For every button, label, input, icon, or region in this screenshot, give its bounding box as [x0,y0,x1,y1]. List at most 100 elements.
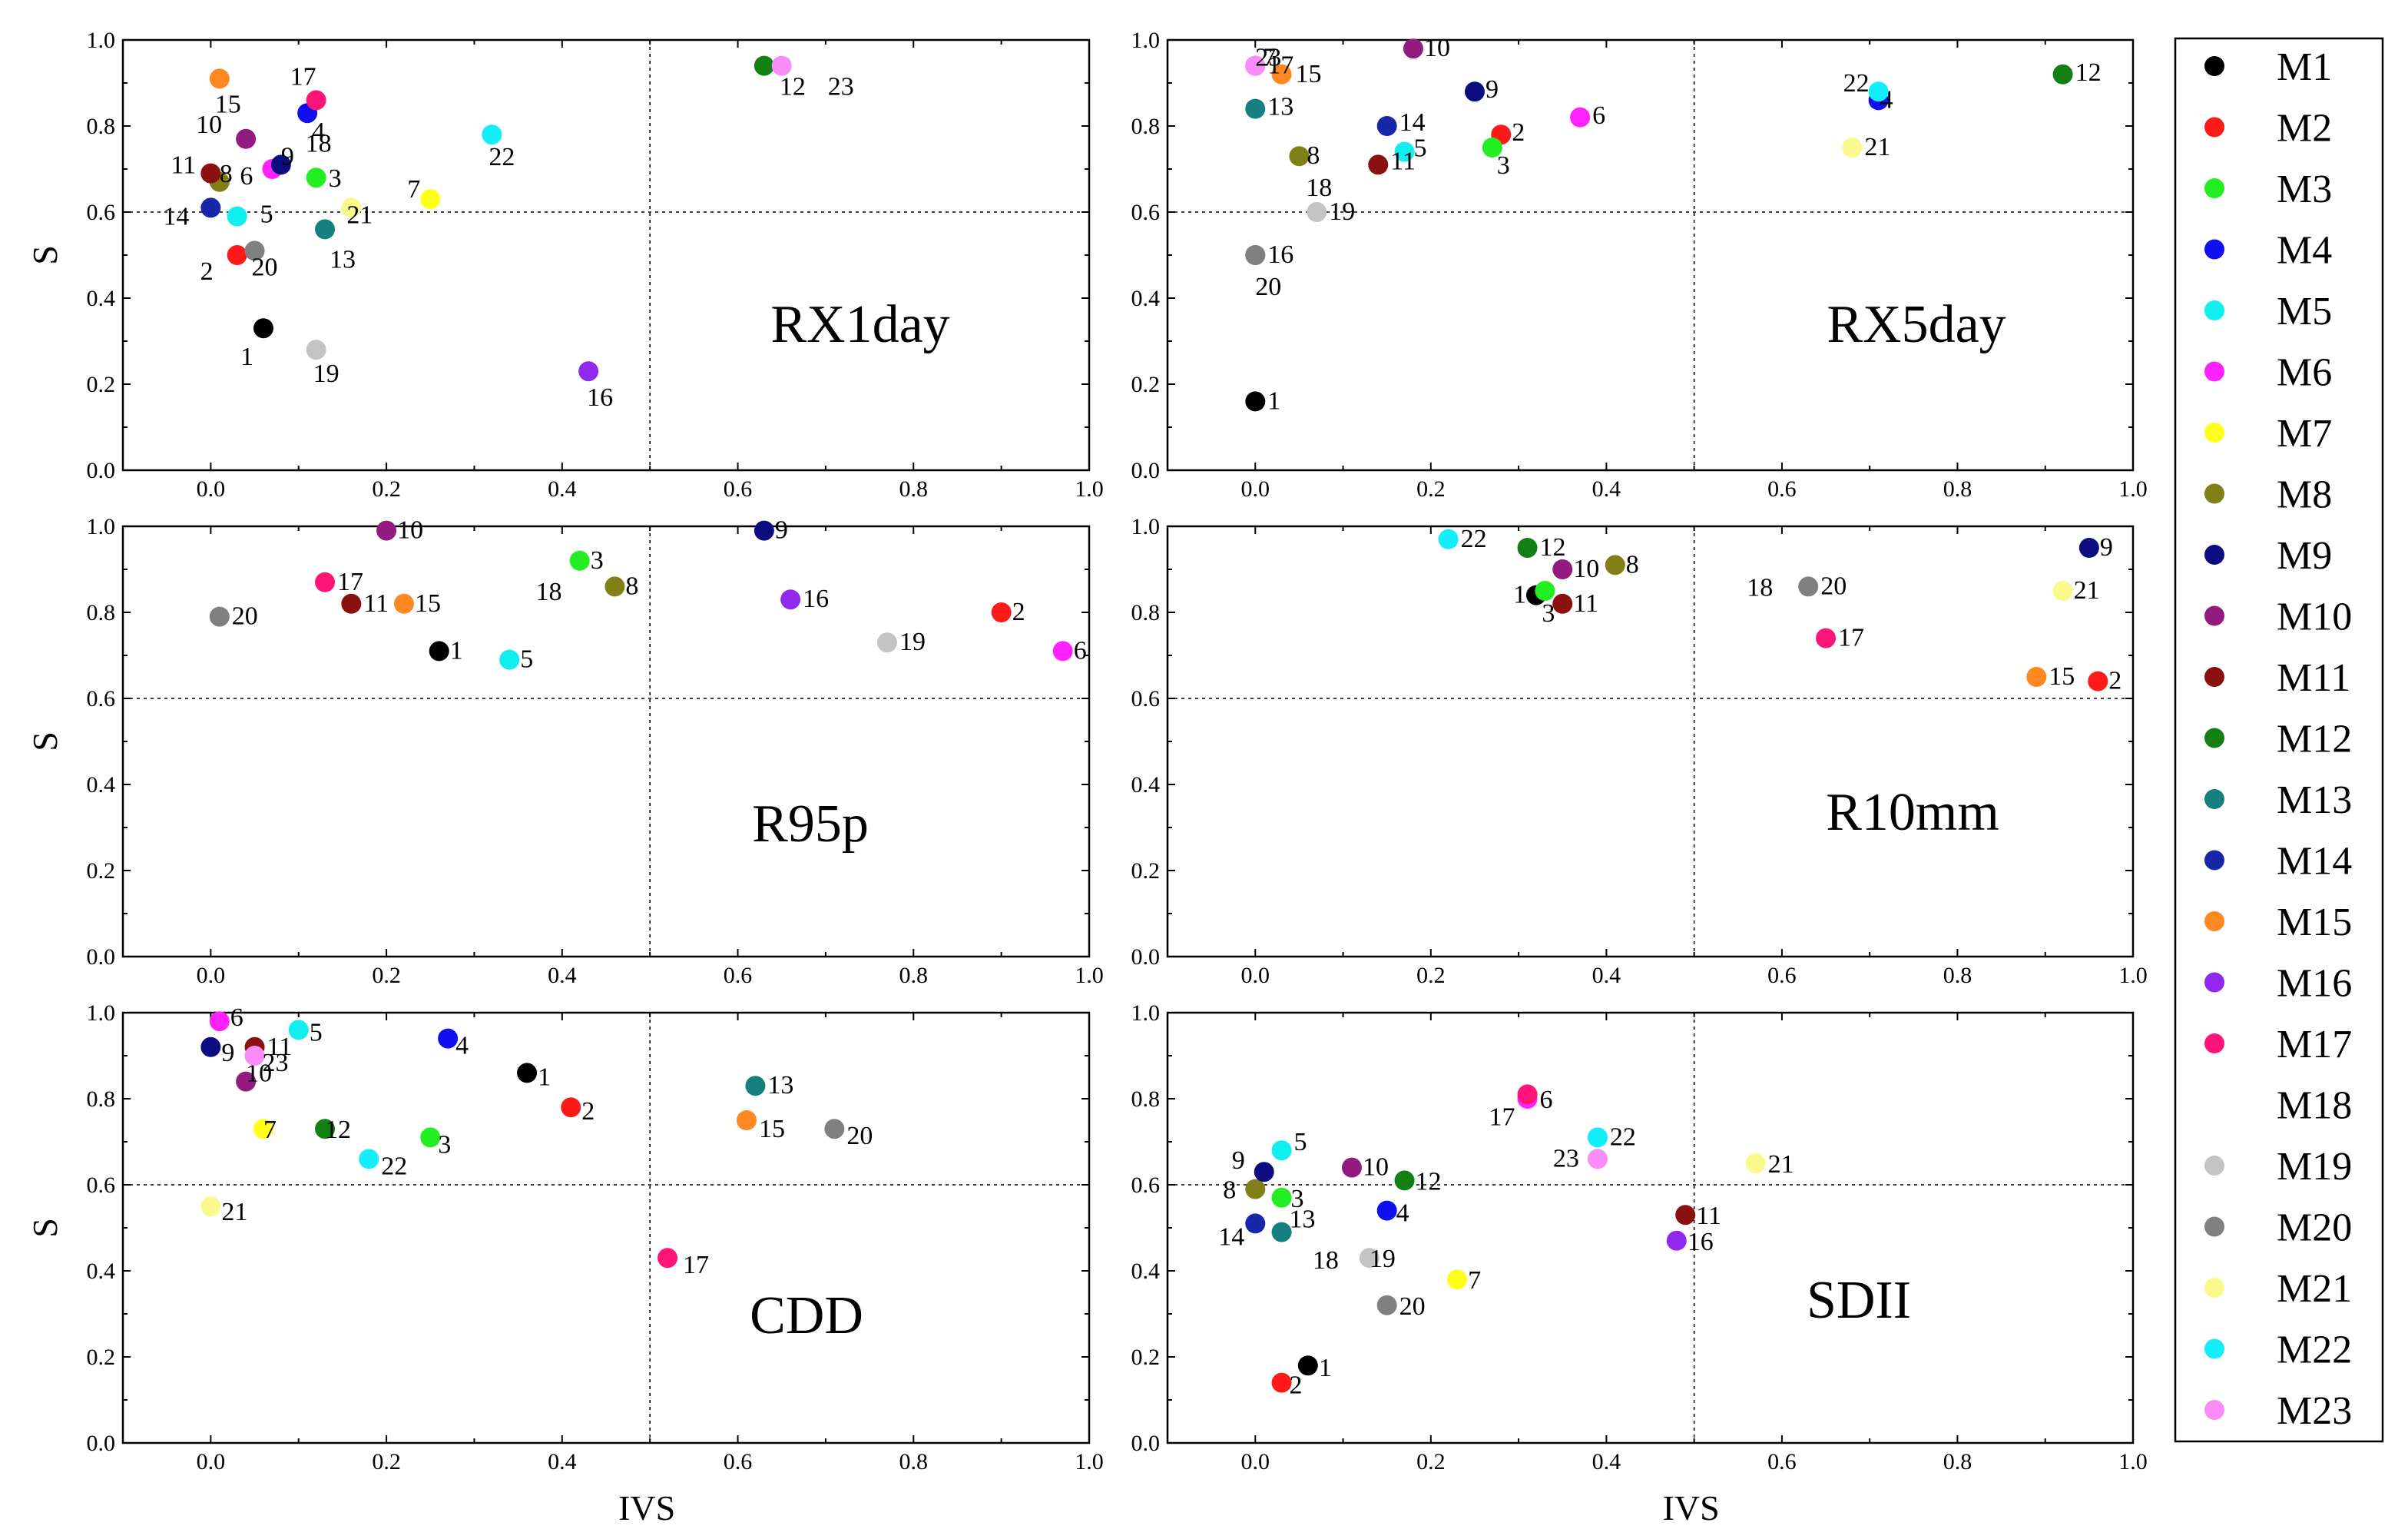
data-point-m19 [306,340,326,360]
data-point-m3 [1271,1187,1292,1208]
legend-label: M15 [2277,900,2352,944]
legend-frame [2174,37,2384,1443]
data-point-m10 [1403,38,1423,59]
data-point-m8 [1605,555,1625,575]
legend-label: M19 [2277,1145,2352,1189]
legend-marker-m4 [2204,239,2224,260]
data-point-m4 [1376,1200,1397,1221]
point-label: 13 [1267,93,1293,121]
data-point-m3 [569,550,590,571]
point-label: 2 [1012,598,1025,626]
legend-label: M3 [2277,167,2332,211]
point-label: 19 [1329,197,1355,226]
point-label: 21 [1864,133,1890,161]
x-tick-label: 0.4 [1592,1449,1621,1474]
point-label: 1 [1319,1354,1332,1382]
data-point-m21 [341,197,362,218]
point-label: 22 [1610,1123,1636,1151]
data-point-m11 [1368,154,1389,175]
point-label: 8 [220,160,233,188]
data-point-m1 [429,641,449,662]
y-tick-label: 0.2 [1131,1345,1161,1370]
point-label: 23 [1255,44,1281,72]
point-label: 23 [263,1049,289,1077]
legend-label: M2 [2277,107,2332,151]
data-point-m13 [315,219,336,240]
x-tick-label: 0.8 [899,1449,929,1474]
data-point-m9 [270,154,291,175]
y-tick-label: 0.4 [1131,772,1161,798]
x-tick-label: 0.8 [1943,1449,1972,1474]
data-point-m23 [1245,55,1266,76]
panel-sdii: 0.0 0.2 0.4 0.6 0.8 1.0 0.0 0.2 0.4 0.6 0.8 1.0 IVS S… [1131,1000,2148,1527]
legend-label: M7 [2277,412,2332,456]
y-tick-label: 0.8 [87,114,116,139]
legend-marker-m22 [2204,1338,2224,1359]
y-tick-label: 0.2 [87,372,116,397]
data-point-m17 [315,572,336,592]
legend-marker-m14 [2204,850,2224,871]
y-tick-label: 0.2 [87,1345,116,1370]
legend-marker-m23 [2204,1400,2224,1420]
legend-marker-m15 [2204,911,2224,931]
point-label: 8 [1223,1176,1236,1205]
point-label: 15 [1296,60,1322,88]
y-tick-label: 0.2 [1131,372,1161,397]
point-label: 23 [828,73,854,101]
legend-marker-m17 [2204,1033,2224,1053]
data-point-m9 [2078,538,2099,558]
legend-marker-m9 [2204,545,2224,565]
y-tick-label: 0.6 [87,200,116,225]
point-label: 9 [281,142,294,171]
x-tick-label: 0.6 [1767,476,1797,502]
x-tick-label: 0.6 [724,1449,753,1474]
data-point-m20 [824,1119,845,1139]
x-tick-label: 0.0 [1241,963,1270,988]
x-tick-label: 0.0 [1241,1449,1270,1474]
data-point-m3 [420,1127,441,1148]
y-tick-label: 0.0 [87,944,116,970]
data-point-m21 [2052,581,2073,601]
data-point-m12 [754,55,774,76]
x-tick-label: 1.0 [1075,1449,1104,1474]
x-tick-label: 0.8 [1943,963,1972,988]
data-point-m20 [1376,1295,1397,1315]
data-point-m20 [244,240,265,261]
data-point-m13 [1271,1222,1292,1242]
legend-marker-m21 [2204,1278,2224,1298]
x-tick-label: 0.2 [1416,963,1446,988]
data-point-m3 [306,167,326,188]
point-label: 15 [759,1115,785,1143]
y-tick-label: 0.4 [1131,286,1161,311]
point-label: 21 [221,1198,247,1226]
point-label: 2 [1290,1371,1303,1400]
x-tick-label: 0.0 [197,963,226,988]
y-tick-label: 0.2 [1131,858,1161,884]
point-label: 5 [310,1018,323,1046]
legend-marker-m11 [2204,667,2224,687]
point-label: 17 [290,62,316,91]
legend-label: M12 [2277,718,2352,761]
data-point-m12 [2052,64,2073,85]
data-point-m3 [1535,581,1555,601]
x-tick-label: 1.0 [2118,1449,2148,1474]
point-label: 12 [325,1116,351,1144]
point-label: 23 [1553,1144,1579,1172]
data-point-m6 [1052,641,1073,662]
plot-frame [1166,525,2135,958]
x-tick-label: 0.0 [197,1449,226,1474]
y-tick-label: 0.6 [87,686,116,711]
data-point-m11 [341,593,362,614]
data-point-m17 [1517,1084,1538,1105]
data-point-m5 [288,1020,309,1040]
legend-marker-m8 [2204,483,2224,504]
y-axis-label: S [25,245,65,265]
data-point-m22 [1438,529,1459,549]
point-label: 6 [1074,636,1087,665]
data-point-m7 [253,1119,273,1139]
x-tick-label: 1.0 [2118,963,2148,988]
point-label: 3 [438,1130,451,1159]
point-label: 3 [1291,1185,1304,1213]
data-point-m21 [1745,1153,1766,1173]
point-label: 18 [1306,174,1332,202]
